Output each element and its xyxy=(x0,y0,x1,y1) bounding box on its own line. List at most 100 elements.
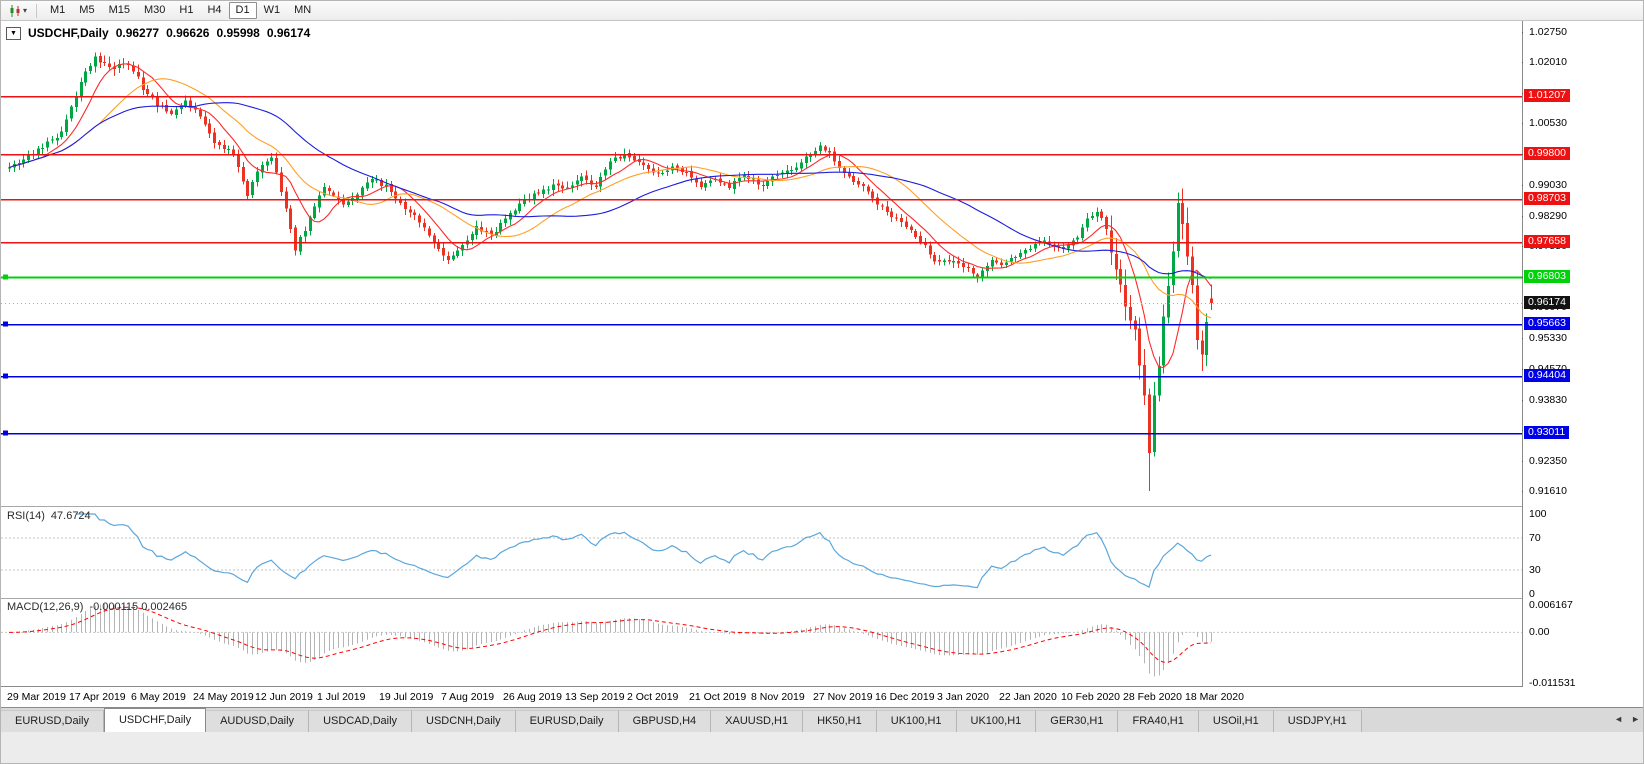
price-level-badge[interactable]: 0.93011 xyxy=(1524,426,1570,440)
price-level-badge[interactable]: 0.97658 xyxy=(1524,234,1570,248)
macd-values: -0.000115 0.002465 xyxy=(89,601,188,613)
timeframe-button-m1[interactable]: M1 xyxy=(50,4,66,16)
chart-symbol-period: USDCHF,Daily xyxy=(28,26,109,40)
chart-panel: ▼ USDCHF,Daily 0.96277 0.96626 0.95998 0… xyxy=(1,21,1644,707)
rsi-value: 47.6724 xyxy=(50,510,91,522)
price-level-badge[interactable]: 0.99800 xyxy=(1524,146,1570,160)
chart-tabs: EURUSD,Daily USDCHF,Daily AUDUSD,Daily USDC… xyxy=(1,708,1362,732)
date-label: 24 May 2019 xyxy=(193,691,254,703)
rsi-axis-label: 0 xyxy=(1529,588,1535,600)
rsi-axis-label: 100 xyxy=(1529,508,1547,520)
chart-type-icon[interactable]: ▾ xyxy=(5,3,30,19)
macd-panel[interactable] xyxy=(1,603,1522,677)
chart-tab-eurusd-daily[interactable]: EURUSD,Daily xyxy=(1,710,104,732)
rsi-name: RSI(14) xyxy=(7,510,45,522)
date-label: 16 Dec 2019 xyxy=(875,691,935,703)
chart-tab-usoil-h1[interactable]: USOil,H1 xyxy=(1198,710,1274,732)
price-level-badge[interactable]: 0.95663 xyxy=(1524,317,1570,330)
chart-tab-bar: EURUSD,Daily USDCHF,Daily AUDUSD,Daily USDC… xyxy=(1,707,1643,732)
timeframe-button-w1[interactable]: W1 xyxy=(263,4,281,16)
date-label: 12 Jun 2019 xyxy=(255,691,313,703)
chevron-down-icon[interactable]: ▾ xyxy=(23,5,28,15)
price-tick-label: 0.99030 xyxy=(1529,179,1567,192)
chart-menu-icon[interactable]: ▼ xyxy=(6,26,21,40)
chart-tab-fra40-h1[interactable]: FRA40,H1 xyxy=(1118,710,1199,732)
panel-separators xyxy=(1,21,1643,687)
ohlc-close: 0.96174 xyxy=(266,26,311,40)
timeframe-button-h1[interactable]: H1 xyxy=(179,4,194,16)
chart-tab-usdchf-daily[interactable]: USDCHF,Daily xyxy=(103,708,207,732)
date-label: 22 Jan 2020 xyxy=(999,691,1057,703)
price-tick-label: 0.95330 xyxy=(1529,331,1567,344)
date-label: 10 Feb 2020 xyxy=(1061,691,1120,703)
rsi-axis-label: 30 xyxy=(1529,564,1541,576)
ohlc-open: 0.96277 xyxy=(115,26,160,40)
tab-scroll-right-icon[interactable]: ► xyxy=(1631,714,1640,724)
timeframe-button-mn[interactable]: MN xyxy=(294,4,312,16)
chart-tab-xauusd-h1[interactable]: XAUUSD,H1 xyxy=(711,710,804,732)
date-label: 28 Feb 2020 xyxy=(1123,691,1182,703)
rsi-panel[interactable] xyxy=(1,513,1522,589)
timeframe-button-h4[interactable]: H4 xyxy=(207,4,222,16)
chart-tab-usdjpy-h1[interactable]: USDJPY,H1 xyxy=(1273,710,1362,732)
chart-tab-uk100-h1[interactable]: UK100,H1 xyxy=(876,710,957,732)
chart-tab-ger30-h1[interactable]: GER30,H1 xyxy=(1036,710,1119,732)
macd-indicator-label: MACD(12,26,9) -0.000115 0.002465 xyxy=(7,601,187,613)
price-tick-label: 1.02010 xyxy=(1529,56,1567,69)
candles-layer[interactable] xyxy=(8,52,1213,492)
timeframe-button-m30[interactable]: M30 xyxy=(143,4,166,16)
date-label: 29 Mar 2019 xyxy=(7,691,66,703)
date-axis[interactable]: 29 Mar 2019 17 Apr 2019 6 May 2019 24 May 2… xyxy=(1,687,1643,707)
timeframe-buttons: M1 M5 M15 M30 H1 H4 D1 W1 MN xyxy=(43,2,318,19)
chart-tab-eurusd-daily[interactable]: EURUSD,Daily xyxy=(515,710,619,732)
horizontal-lines-layer[interactable] xyxy=(1,95,1522,436)
price-tick-label: 0.93830 xyxy=(1529,393,1567,406)
date-label: 13 Sep 2019 xyxy=(565,691,625,703)
current-price-badge: 0.96174 xyxy=(1524,295,1570,309)
tab-scroll-left-icon[interactable]: ◄ xyxy=(1614,714,1624,724)
chart-tab-usdcnh-daily[interactable]: USDCNH,Daily xyxy=(412,710,516,732)
rsi-axis-label: 70 xyxy=(1529,532,1541,544)
date-label: 7 Aug 2019 xyxy=(441,691,495,703)
chart-tab-gbpusd-h4[interactable]: GBPUSD,H4 xyxy=(618,710,712,732)
date-label: 21 Oct 2019 xyxy=(689,691,747,703)
status-bar-area xyxy=(1,732,1643,763)
price-level-badge[interactable]: 1.01207 xyxy=(1524,88,1570,102)
date-label: 26 Aug 2019 xyxy=(503,691,562,703)
candlestick-chart[interactable] xyxy=(1,21,1644,687)
timeframe-button-d1[interactable]: D1 xyxy=(228,2,257,19)
macd-axis-label: 0.00 xyxy=(1529,626,1550,639)
date-label: 6 May 2019 xyxy=(131,691,186,703)
date-label: 27 Nov 2019 xyxy=(813,691,873,703)
chart-tab-hk50-h1[interactable]: HK50,H1 xyxy=(803,710,877,732)
ohlc-low: 0.95998 xyxy=(216,26,260,40)
date-label: 3 Jan 2020 xyxy=(937,691,989,703)
price-tick-label: 1.02750 xyxy=(1529,26,1567,38)
chart-tab-usdcad-daily[interactable]: USDCAD,Daily xyxy=(309,710,413,732)
price-tick-label: 1.00530 xyxy=(1529,117,1567,130)
price-level-badge[interactable]: 0.98703 xyxy=(1524,191,1570,205)
chart-tab-audusd-daily[interactable]: AUDUSD,Daily xyxy=(206,710,310,732)
chart-title: ▼ USDCHF,Daily 0.96277 0.96626 0.95998 0… xyxy=(6,26,310,40)
date-label: 2 Oct 2019 xyxy=(627,691,679,703)
macd-axis-label: -0.011531 xyxy=(1529,677,1576,690)
timeframe-button-m5[interactable]: M5 xyxy=(79,4,95,16)
toolbar-separator xyxy=(36,3,38,18)
moving-averages-layer xyxy=(8,63,1212,369)
ohlc-high: 0.96626 xyxy=(166,26,210,40)
macd-name: MACD(12,26,9) xyxy=(7,601,84,613)
price-tick-label: 0.98290 xyxy=(1529,209,1567,222)
timeframe-button-m15[interactable]: M15 xyxy=(108,4,130,16)
price-level-badge[interactable]: 0.96803 xyxy=(1524,270,1570,284)
price-axis[interactable]: 1.027501.020101.012701.005300.997900.990… xyxy=(1523,21,1643,690)
date-label: 8 Nov 2019 xyxy=(751,691,805,703)
macd-axis-label: 0.006167 xyxy=(1529,599,1573,612)
date-label: 19 Jul 2019 xyxy=(379,691,434,703)
date-label: 1 Jul 2019 xyxy=(317,691,366,703)
tab-scroll-arrows: ◄ ► xyxy=(1614,714,1640,724)
price-level-badge[interactable]: 0.94404 xyxy=(1524,368,1570,382)
candlestick-icon xyxy=(10,4,20,17)
chart-tab-uk100-h1[interactable]: UK100,H1 xyxy=(956,710,1037,732)
price-tick-label: 0.91610 xyxy=(1529,485,1567,497)
